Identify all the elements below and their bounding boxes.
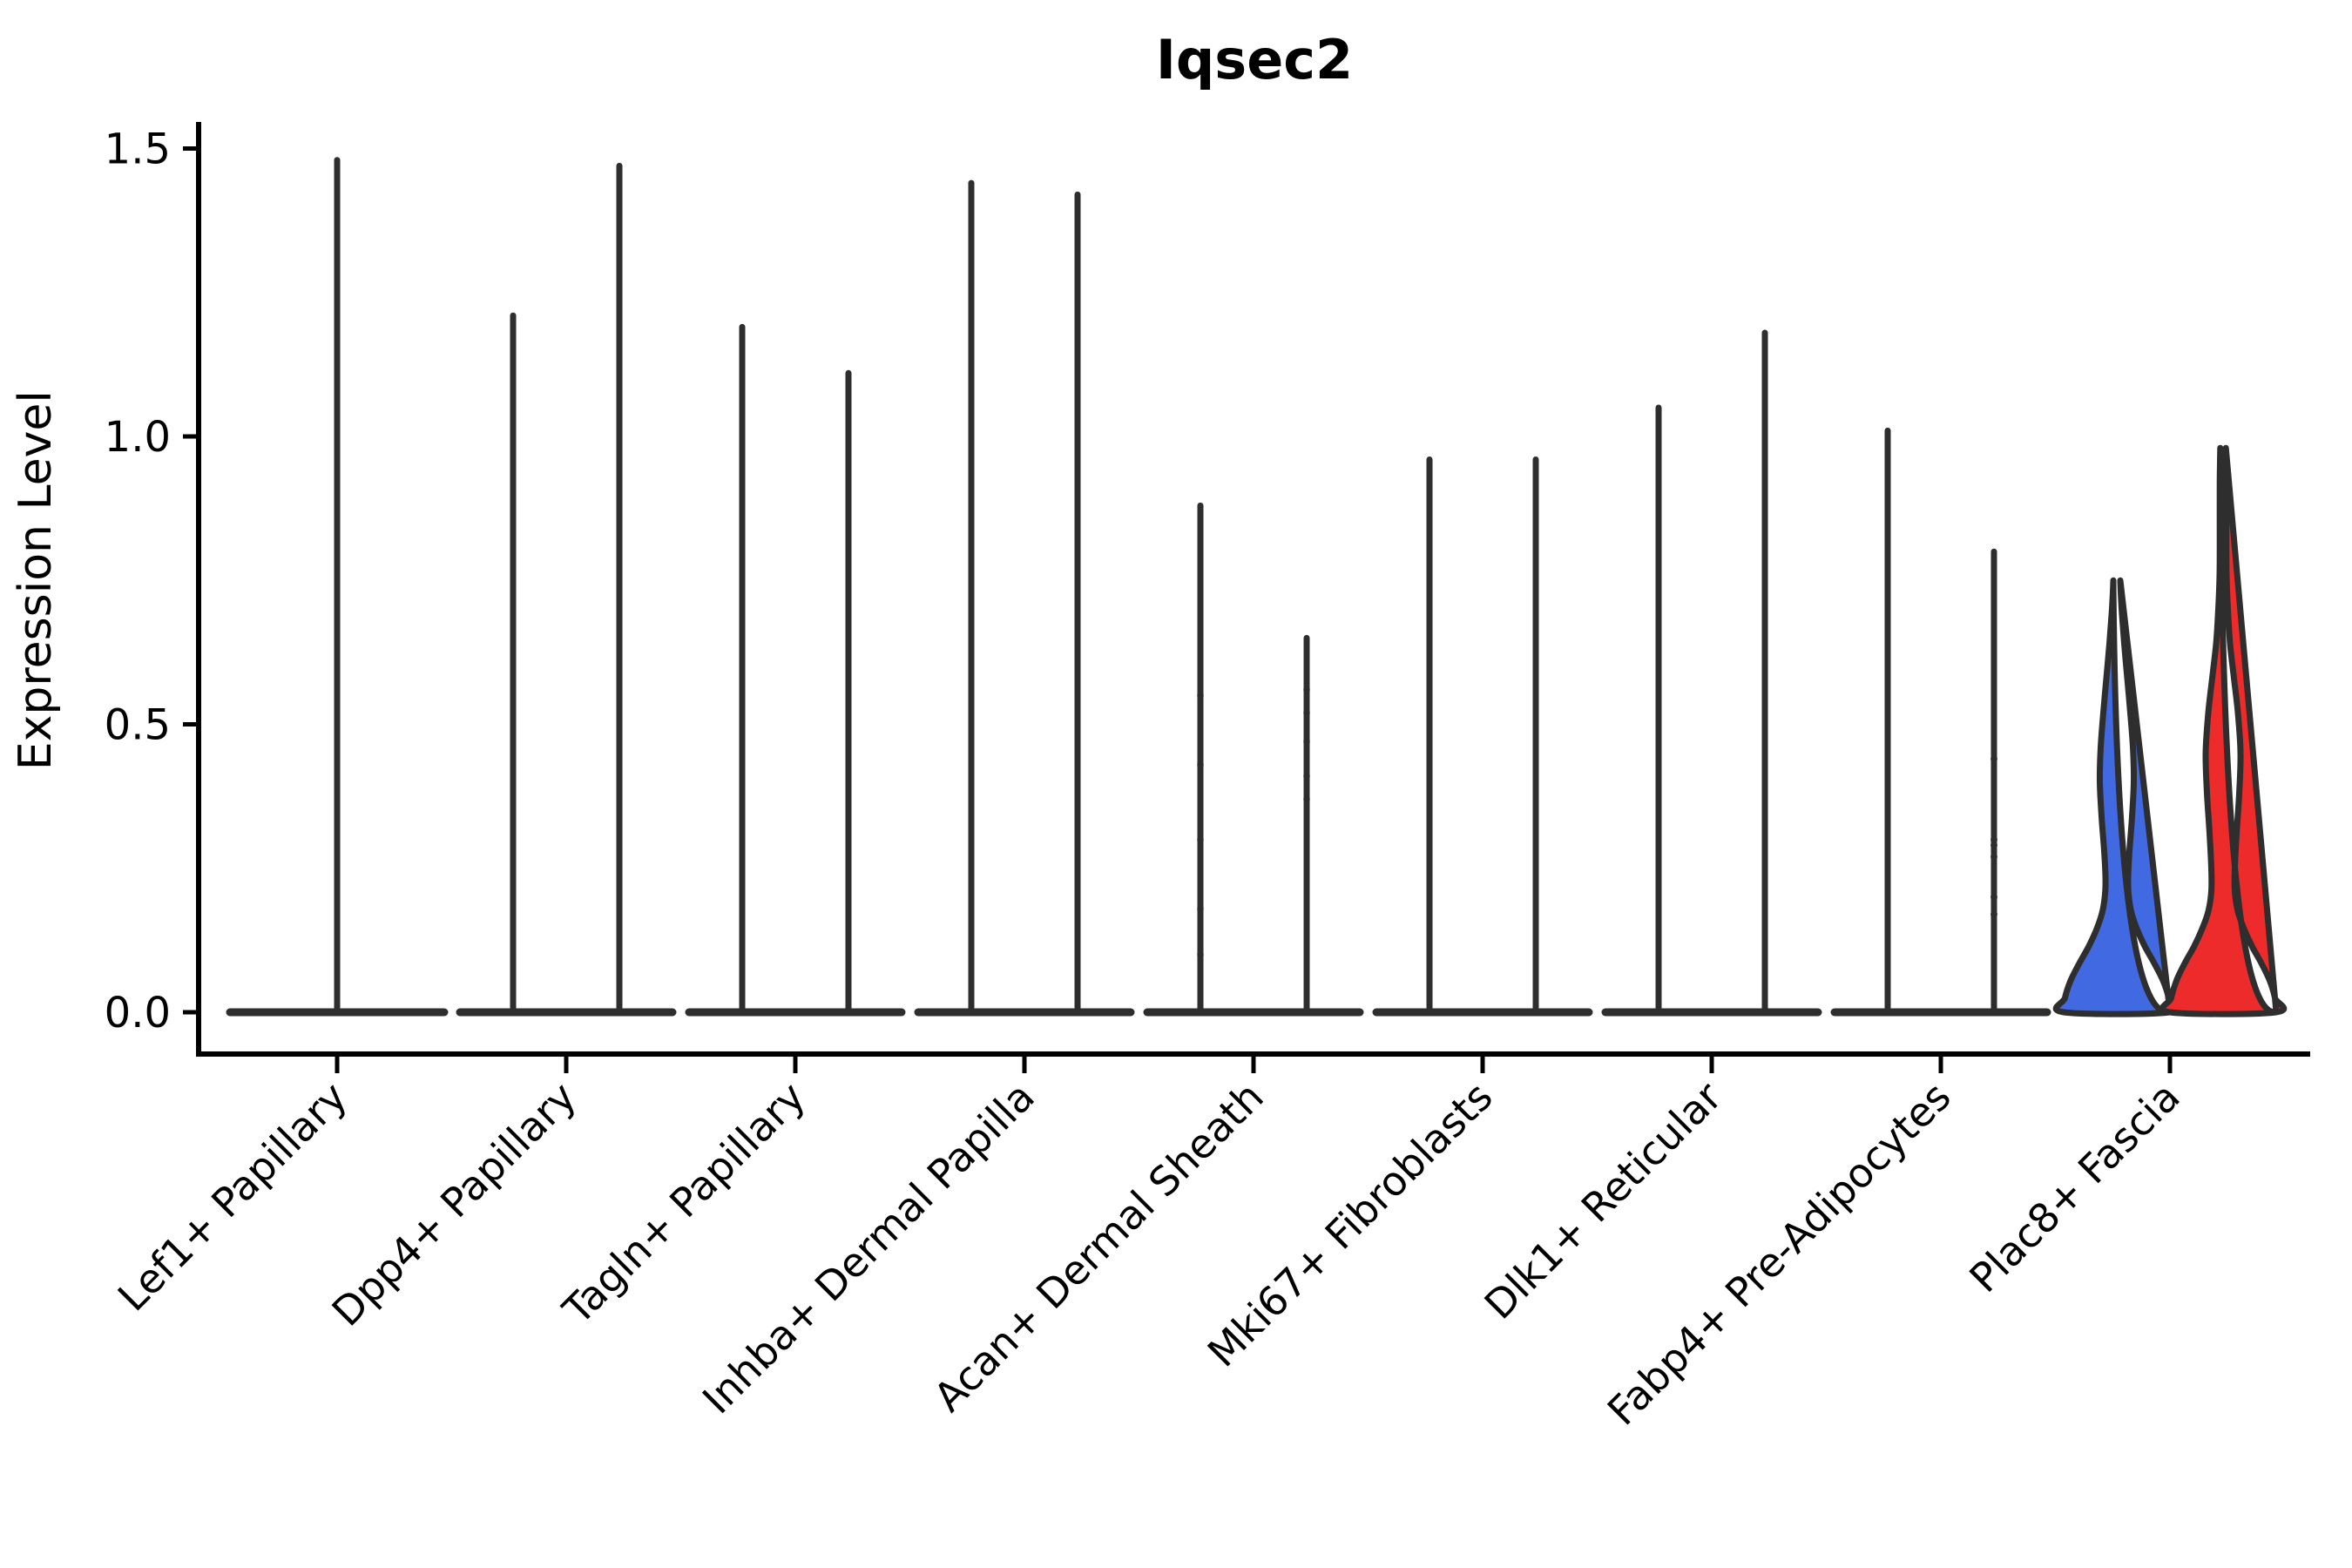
- jitter-dot: [1197, 692, 1204, 700]
- jitter-dot: [1197, 835, 1204, 843]
- jitter-dot: [1303, 738, 1310, 746]
- jitter-dot: [1303, 709, 1310, 717]
- y-tick-label: 0.5: [105, 701, 171, 750]
- jitter-dot: [1303, 795, 1310, 803]
- x-tick-label: Dlk1+ Reticular: [1476, 1073, 1731, 1328]
- x-tick-label: Lef1+ Papillary: [109, 1073, 356, 1321]
- x-tick-label: Dpp4+ Papillary: [323, 1073, 585, 1335]
- violin-right: [2159, 444, 2288, 1017]
- y-tick-label: 1.5: [105, 125, 171, 174]
- y-tick-label: 0.0: [105, 989, 171, 1037]
- y-tick-label: 1.0: [105, 413, 171, 462]
- x-tick-label: Tagln+ Papillary: [553, 1073, 814, 1335]
- plot-title: Iqsec2: [1156, 28, 1353, 91]
- jitter-dot: [1990, 910, 1997, 918]
- violin-left: [2052, 577, 2181, 1017]
- jitter-dot: [1197, 950, 1204, 958]
- x-tick-label: Plac8+ Fascia: [1960, 1073, 2188, 1301]
- jitter-dot: [1303, 686, 1310, 693]
- y-axis-label: Expression Level: [10, 390, 62, 770]
- jitter-dot: [1990, 755, 1997, 763]
- jitter-dot: [1990, 835, 1997, 843]
- jitter-dot: [1303, 772, 1310, 780]
- jitter-dot: [1197, 905, 1204, 913]
- jitter-dot: [1990, 841, 1997, 849]
- jitter-dot: [1990, 853, 1997, 861]
- jitter-dot: [1990, 893, 1997, 901]
- jitter-dot: [1197, 760, 1204, 768]
